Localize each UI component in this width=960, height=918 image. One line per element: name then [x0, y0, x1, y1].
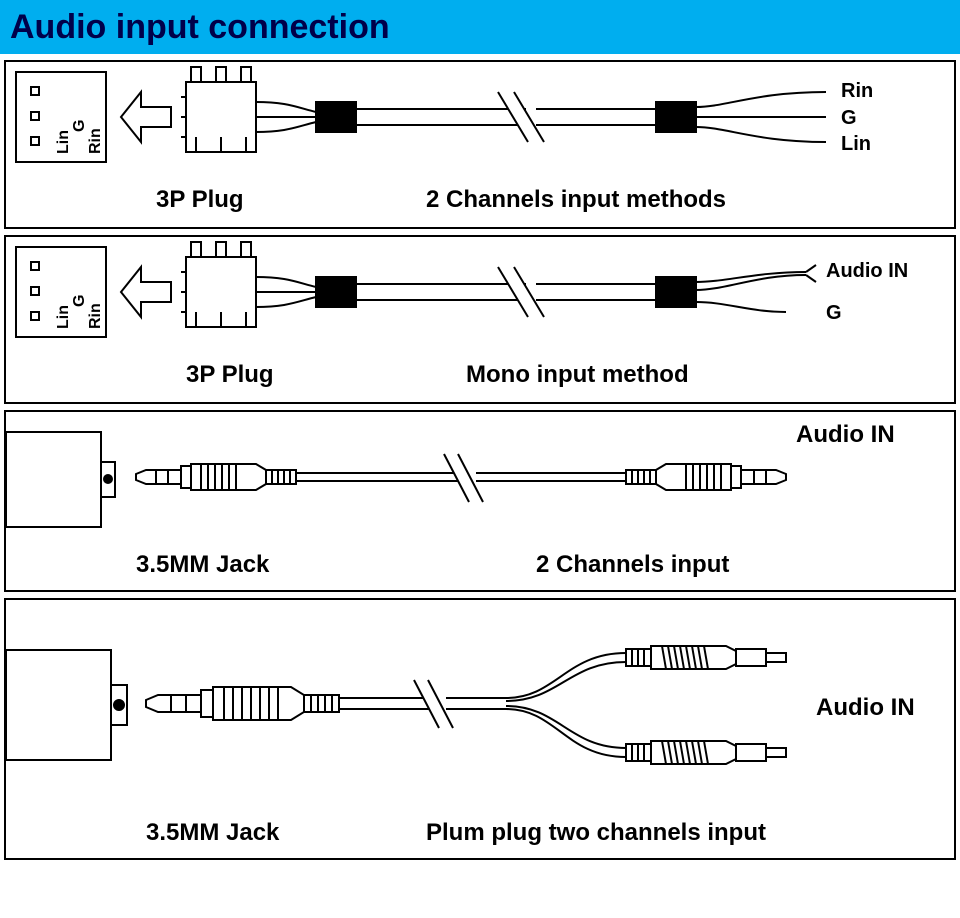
caption-2ch-input: 2 Channels input — [536, 551, 729, 578]
caption-3p-plug: 3P Plug — [156, 186, 244, 213]
cable — [296, 454, 626, 502]
rca-plug-top-icon — [626, 646, 786, 669]
trs-plug-left-icon — [136, 464, 296, 490]
port-pin-rin: Rin — [87, 303, 104, 329]
port-pin-lin: Lin — [55, 305, 72, 329]
wire-label-g: G — [841, 107, 857, 129]
panel-35mm-2ch: Audio IN 3.5MM Jack 2 Channels input — [4, 410, 956, 592]
caption-35mm-jack: 3.5MM Jack — [146, 819, 280, 846]
port-pin-lin: Lin — [55, 130, 72, 154]
end-label-audioin: Audio IN — [816, 694, 915, 721]
panel-3p-mono: Lin G Rin — [4, 235, 956, 404]
arrow-icon — [121, 92, 171, 142]
port-pin-rin: Rin — [87, 128, 104, 154]
wire-bundle — [256, 265, 816, 317]
caption-3p-plug: 3P Plug — [186, 361, 274, 388]
panel-3p-2ch: Lin G Rin — [4, 60, 956, 229]
jack-socket-icon — [6, 432, 115, 527]
page-title: Audio input connection — [10, 8, 390, 47]
wire-bundle — [256, 92, 826, 142]
connector-3p-icon — [181, 67, 256, 152]
rca-plug-bottom-icon — [626, 741, 786, 764]
page: Audio input connection Lin G Rin — [0, 0, 960, 918]
connector-3p-icon — [181, 242, 256, 327]
header-bar: Audio input connection — [0, 0, 960, 54]
port-box-icon: Lin G Rin — [16, 247, 106, 337]
panel-35mm-rca: Audio IN 3.5MM Jack Plum plug two channe… — [4, 598, 956, 860]
wire-label-rin: Rin — [841, 80, 873, 102]
wire-label-audioin: Audio IN — [826, 260, 908, 282]
caption-2ch-methods: 2 Channels input methods — [426, 186, 726, 213]
port-box-icon: Lin G Rin — [16, 72, 106, 162]
jack-socket-icon — [6, 650, 127, 760]
trs-plug-right-icon — [626, 464, 786, 490]
caption-mono: Mono input method — [466, 361, 689, 388]
wire-label-g: G — [826, 302, 842, 324]
wire-label-lin: Lin — [841, 133, 871, 155]
cable — [339, 653, 626, 757]
trs-plug-icon — [146, 687, 339, 720]
port-pin-g: G — [71, 295, 88, 307]
end-label-audioin: Audio IN — [796, 421, 895, 448]
caption-35mm-jack: 3.5MM Jack — [136, 551, 270, 578]
arrow-icon — [121, 267, 171, 317]
panels-container: Lin G Rin — [0, 60, 960, 860]
port-pin-g: G — [71, 120, 88, 132]
caption-plum-plug: Plum plug two channels input — [426, 819, 766, 846]
